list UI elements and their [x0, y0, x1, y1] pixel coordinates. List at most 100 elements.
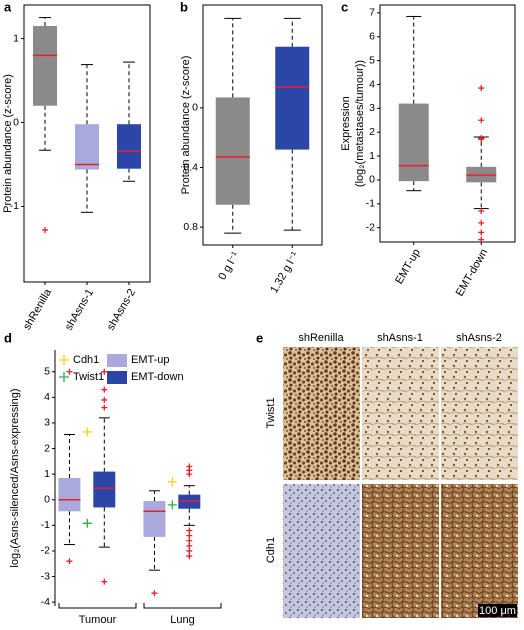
y-tick-label: 5: [44, 366, 50, 378]
y-axis-label: (log₂(metastases/tumour)): [354, 60, 366, 187]
box: [215, 97, 250, 205]
outlier: [151, 590, 158, 597]
outlier: [478, 219, 485, 226]
legend-label: Cdh1: [73, 354, 99, 366]
y-tick-label: 6: [369, 31, 375, 43]
micrograph: [441, 347, 518, 480]
panel-letter: e: [256, 330, 263, 345]
legend-swatch: [107, 354, 127, 367]
y-tick-label: -4: [41, 596, 50, 608]
micrograph: [362, 347, 439, 480]
scale-bar: [478, 604, 517, 617]
y-tick-label: 0: [192, 102, 198, 114]
box: [33, 25, 57, 106]
outlier: [101, 386, 108, 393]
x-group-label: Tumour: [79, 614, 117, 626]
x-tick-label: 0 g l⁻¹: [216, 250, 242, 282]
outlier: [478, 136, 485, 143]
row-label: Twist1: [265, 397, 277, 428]
box: [75, 124, 99, 170]
outlier: [478, 117, 485, 124]
y-tick-label: 2: [369, 126, 375, 138]
y-tick-label: -1: [10, 200, 19, 212]
outlier: [478, 207, 485, 214]
y-tick-label: 0.4: [183, 161, 198, 173]
legend-marker: [59, 355, 69, 365]
y-tick-label: 4: [44, 391, 50, 403]
x-tick-label: shAsns-2: [105, 287, 138, 333]
y-tick-label: 0.8: [183, 221, 198, 233]
plot-frame: [379, 4, 516, 243]
y-tick-label: 0: [44, 494, 50, 506]
outlier: [186, 527, 193, 534]
y-tick-label: 4: [369, 78, 375, 90]
micrograph: [283, 347, 360, 480]
x-tick-label: 1.32 g l⁻¹: [268, 250, 301, 296]
y-axis-label: log₂(Asns-silenced/Asns-expressing): [9, 388, 21, 567]
x-group-label: Lung: [170, 614, 194, 626]
box: [58, 478, 81, 512]
y-tick-label: 1: [369, 150, 375, 162]
box: [275, 46, 310, 150]
point: [167, 500, 177, 510]
outlier: [101, 578, 108, 585]
outlier: [66, 558, 73, 565]
y-tick-label: -3: [41, 570, 50, 582]
outlier: [101, 396, 108, 403]
column-label: shRenilla: [298, 332, 344, 344]
x-tick-label: shRenilla: [21, 286, 54, 332]
y-tick-label: 5: [369, 54, 375, 66]
box: [117, 124, 141, 169]
y-tick-label: 0: [13, 116, 19, 128]
panel-e: e shRenilla shAsns-1 shAsns-2 Twist1 Cdh…: [256, 330, 518, 618]
outlier: [186, 553, 193, 560]
panel-letter: a: [4, 0, 12, 14]
y-axis-label: Expression: [340, 96, 352, 150]
legend-swatch: [107, 371, 127, 384]
group-bracket: [58, 603, 137, 609]
outlier: [66, 368, 73, 375]
y-axis-label: Protein abundance (z-score): [180, 56, 192, 195]
y-axis-label: Protein abundance (z-score): [2, 74, 14, 213]
plot-frame: [202, 4, 323, 246]
point: [82, 518, 92, 528]
x-tick-label: shAsns-1: [63, 287, 96, 333]
outlier: [186, 537, 193, 544]
y-tick-label: 1: [13, 32, 19, 44]
x-tick-label: EMT-up: [393, 247, 423, 286]
outlier: [101, 404, 108, 411]
y-tick-label: -1: [366, 198, 375, 210]
y-tick-label: 1: [44, 468, 50, 480]
point: [167, 477, 177, 487]
box: [143, 501, 166, 537]
point: [82, 427, 92, 437]
outlier: [478, 229, 485, 236]
outlier: [186, 547, 193, 554]
y-tick-label: -2: [366, 221, 375, 233]
panel-letter: c: [341, 0, 348, 14]
column-label: shAsns-2: [456, 332, 502, 344]
panel-letter: d: [4, 330, 12, 345]
box: [93, 471, 116, 508]
column-label: shAsns-1: [377, 332, 423, 344]
micrograph: [283, 484, 360, 618]
outlier: [478, 85, 485, 92]
legend-label: Twist1: [73, 371, 104, 383]
y-tick-label: 3: [369, 102, 375, 114]
outlier: [478, 236, 485, 243]
micrograph: [441, 484, 518, 618]
legend-label: EMT-down: [131, 371, 184, 383]
y-tick-label: -2: [41, 545, 50, 557]
outlier: [186, 532, 193, 539]
y-tick-label: 0: [369, 174, 375, 186]
y-tick-label: -1: [41, 519, 50, 531]
outlier: [42, 226, 48, 233]
y-tick-label: 7: [369, 7, 375, 19]
x-tick-label: EMT-down: [454, 247, 491, 299]
box: [398, 103, 429, 182]
legend-marker: [59, 372, 69, 382]
group-bracket: [143, 603, 222, 609]
outlier: [186, 471, 193, 478]
